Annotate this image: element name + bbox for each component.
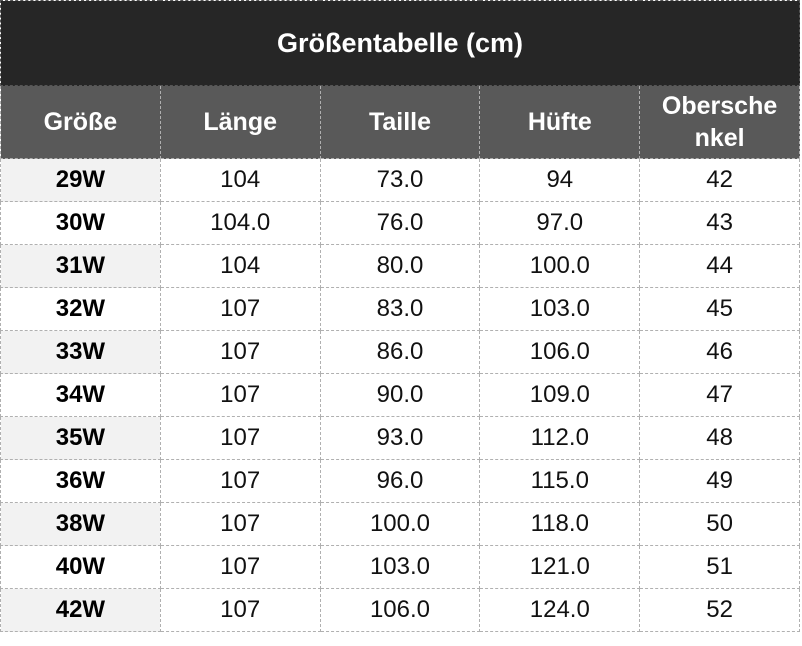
value-cell: 118.0: [479, 502, 641, 546]
size-cell: 29W: [0, 158, 161, 202]
size-cell: 33W: [0, 330, 161, 374]
value-cell: 52: [639, 588, 800, 632]
size-cell: 34W: [0, 373, 161, 417]
value-cell: 50: [639, 502, 800, 546]
table-row: 36W 107 96.0 115.0 49: [0, 459, 800, 503]
value-cell: 45: [639, 287, 800, 331]
size-cell: 42W: [0, 588, 161, 632]
value-cell: 107: [159, 330, 321, 374]
value-cell: 100.0: [479, 244, 641, 288]
table-title: Größentabelle (cm): [0, 0, 800, 86]
value-cell: 86.0: [319, 330, 481, 374]
value-cell: 44: [639, 244, 800, 288]
value-cell: 90.0: [319, 373, 481, 417]
value-cell: 49: [639, 459, 800, 503]
table-row: 34W 107 90.0 109.0 47: [0, 373, 800, 417]
value-cell: 106.0: [319, 588, 481, 632]
value-cell: 48: [639, 416, 800, 460]
value-cell: 107: [159, 502, 321, 546]
column-header: Taille: [319, 85, 481, 159]
value-cell: 121.0: [479, 545, 641, 589]
value-cell: 107: [159, 588, 321, 632]
table-row: 29W 104 73.0 94 42: [0, 158, 800, 202]
table-row: 40W 107 103.0 121.0 51: [0, 545, 800, 589]
value-cell: 94: [479, 158, 641, 202]
value-cell: 104: [159, 244, 321, 288]
size-cell: 36W: [0, 459, 161, 503]
value-cell: 42: [639, 158, 800, 202]
value-cell: 46: [639, 330, 800, 374]
table-row: 35W 107 93.0 112.0 48: [0, 416, 800, 460]
value-cell: 103.0: [319, 545, 481, 589]
value-cell: 104.0: [159, 201, 321, 245]
value-cell: 124.0: [479, 588, 641, 632]
value-cell: 106.0: [479, 330, 641, 374]
size-cell: 30W: [0, 201, 161, 245]
column-header: Obersche nkel: [639, 85, 800, 159]
value-cell: 103.0: [479, 287, 641, 331]
value-cell: 43: [639, 201, 800, 245]
table-body: 29W 104 73.0 94 42 30W 104.0 76.0 97.0 43 31W 104 80…: [0, 158, 800, 632]
value-cell: 47: [639, 373, 800, 417]
value-cell: 107: [159, 416, 321, 460]
value-cell: 107: [159, 287, 321, 331]
value-cell: 107: [159, 373, 321, 417]
table-row: 30W 104.0 76.0 97.0 43: [0, 201, 800, 245]
table-row: 31W 104 80.0 100.0 44: [0, 244, 800, 288]
value-cell: 107: [159, 459, 321, 503]
table-row: 33W 107 86.0 106.0 46: [0, 330, 800, 374]
value-cell: 112.0: [479, 416, 641, 460]
value-cell: 96.0: [319, 459, 481, 503]
value-cell: 104: [159, 158, 321, 202]
table-row: 32W 107 83.0 103.0 45: [0, 287, 800, 331]
value-cell: 93.0: [319, 416, 481, 460]
column-header: Größe: [0, 85, 161, 159]
size-cell: 32W: [0, 287, 161, 331]
table-row: 38W 107 100.0 118.0 50: [0, 502, 800, 546]
value-cell: 51: [639, 545, 800, 589]
value-cell: 109.0: [479, 373, 641, 417]
value-cell: 80.0: [319, 244, 481, 288]
size-cell: 38W: [0, 502, 161, 546]
table-row: 42W 107 106.0 124.0 52: [0, 588, 800, 632]
value-cell: 107: [159, 545, 321, 589]
size-cell: 35W: [0, 416, 161, 460]
value-cell: 83.0: [319, 287, 481, 331]
size-chart-table: Größentabelle (cm) Größe Länge Taille Hüfte…: [0, 0, 800, 632]
column-header: Hüfte: [479, 85, 641, 159]
value-cell: 73.0: [319, 158, 481, 202]
value-cell: 76.0: [319, 201, 481, 245]
value-cell: 115.0: [479, 459, 641, 503]
value-cell: 100.0: [319, 502, 481, 546]
value-cell: 97.0: [479, 201, 641, 245]
header-row: Größe Länge Taille Hüfte Obersche nkel: [0, 85, 800, 159]
size-cell: 31W: [0, 244, 161, 288]
size-cell: 40W: [0, 545, 161, 589]
column-header: Länge: [159, 85, 321, 159]
